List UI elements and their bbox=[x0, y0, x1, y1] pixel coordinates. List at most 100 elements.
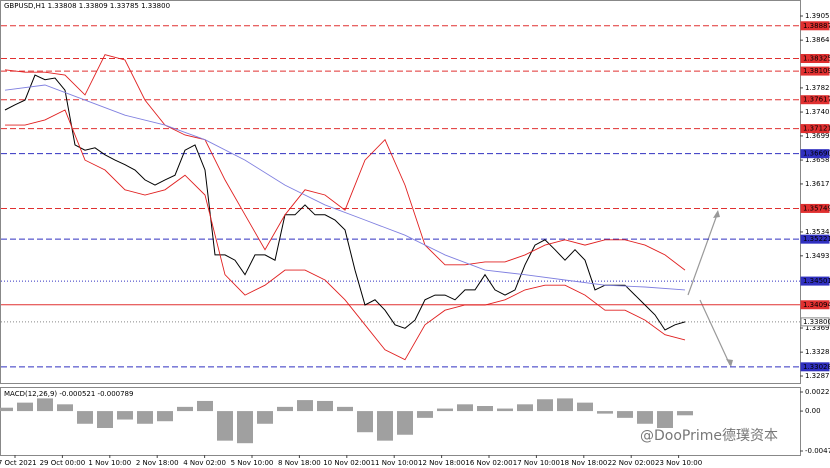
arrow-head bbox=[713, 210, 720, 218]
level-label-box bbox=[800, 21, 830, 31]
macd-bar bbox=[17, 402, 33, 412]
level-label-box bbox=[800, 66, 830, 76]
level-label-box bbox=[800, 300, 830, 310]
y-tick-label: 0.002258 bbox=[805, 388, 830, 396]
macd-bar bbox=[237, 411, 253, 444]
macd-title: MACD(12,26,9) -0.000521 -0.000789 bbox=[4, 390, 133, 398]
y-tick-label: 1.37405 bbox=[805, 108, 830, 116]
macd-bar bbox=[597, 411, 613, 414]
y-tick-label: 1.33695 bbox=[805, 324, 830, 332]
level-label: 1.34094 bbox=[803, 301, 830, 309]
y-tick-label: 0.00 bbox=[805, 407, 821, 415]
macd-frame bbox=[0, 387, 801, 456]
y-tick-label: 1.34935 bbox=[805, 252, 830, 260]
macd-bar bbox=[477, 406, 493, 412]
level-label-box bbox=[800, 149, 830, 159]
y-tick-label: 1.36170 bbox=[805, 180, 830, 188]
level-label: 1.37617 bbox=[803, 96, 830, 104]
macd-bar bbox=[557, 398, 573, 412]
macd-bar bbox=[357, 411, 373, 433]
x-tick-label: 5 Nov 10:00 bbox=[231, 459, 274, 467]
level-label: 1.34501 bbox=[803, 277, 830, 285]
level-label: 1.37121 bbox=[803, 125, 830, 133]
macd-bar bbox=[197, 400, 213, 412]
projection-arrow-down bbox=[699, 299, 731, 366]
level-label-box bbox=[800, 124, 830, 134]
y-tick-label: -0.004723 bbox=[805, 447, 830, 455]
level-label: 1.36690 bbox=[803, 150, 830, 158]
x-tick-label: 2 Nov 18:00 bbox=[136, 459, 179, 467]
x-tick-label: 16 Nov 02:00 bbox=[465, 459, 512, 467]
macd-bar bbox=[377, 411, 393, 441]
macd-bar bbox=[617, 411, 633, 418]
macd-bar bbox=[57, 404, 73, 412]
level-label: 1.38109 bbox=[803, 67, 830, 75]
level-label-box bbox=[800, 234, 830, 244]
projection-arrow-up bbox=[687, 211, 719, 296]
level-label-box bbox=[800, 53, 830, 63]
x-tick-label: 27 Oct 2021 bbox=[0, 459, 37, 467]
macd-bar bbox=[577, 402, 593, 412]
level-label: 1.35221 bbox=[803, 235, 830, 243]
macd-bar bbox=[97, 411, 113, 428]
x-tick-label: 17 Nov 10:00 bbox=[513, 459, 560, 467]
x-tick-label: 10 Nov 02:00 bbox=[323, 459, 370, 467]
macd-bar bbox=[157, 411, 173, 422]
indicator-line bbox=[4, 84, 686, 291]
level-label-box bbox=[800, 276, 830, 286]
x-tick-label: 11 Nov 10:00 bbox=[371, 459, 418, 467]
watermark: @DooPrime德璞资本 bbox=[640, 428, 778, 444]
x-tick-label: 29 Oct 00:00 bbox=[40, 459, 86, 467]
level-label: 1.33800 bbox=[803, 318, 830, 326]
y-tick-label: 1.3328 bbox=[805, 348, 830, 356]
arrow-head bbox=[726, 359, 733, 367]
chart-title: GBPUSD,H1 1.33808 1.33809 1.33785 1.3380… bbox=[4, 2, 170, 10]
macd-bar bbox=[317, 400, 333, 412]
macd-bar bbox=[517, 404, 533, 412]
macd-bar bbox=[117, 411, 133, 420]
level-label-box bbox=[800, 362, 830, 372]
level-label: 1.38325 bbox=[803, 54, 830, 62]
macd-bar bbox=[177, 406, 193, 412]
x-tick-label: 4 Nov 02:00 bbox=[183, 459, 226, 467]
macd-bar bbox=[77, 411, 93, 424]
macd-bar bbox=[37, 398, 53, 412]
level-label: 1.35749 bbox=[803, 204, 830, 212]
macd-bar bbox=[277, 406, 293, 412]
y-tick-label: 1.36580 bbox=[805, 156, 830, 164]
x-tick-label: 12 Nov 18:00 bbox=[418, 459, 465, 467]
macd-bar bbox=[297, 400, 313, 412]
macd-bar bbox=[337, 406, 353, 412]
indicator-line bbox=[4, 54, 686, 271]
macd-bar bbox=[657, 411, 673, 428]
main-frame bbox=[0, 0, 801, 384]
level-label-box bbox=[800, 95, 830, 105]
indicator-line bbox=[5, 109, 686, 361]
level-label: 1.38887 bbox=[803, 22, 830, 30]
macd-bar bbox=[677, 411, 693, 416]
y-tick-label: 1.38640 bbox=[805, 36, 830, 44]
macd-bar bbox=[497, 408, 513, 412]
macd-bar bbox=[217, 411, 233, 441]
level-label-box bbox=[800, 203, 830, 213]
level-label: 1.33028 bbox=[803, 363, 830, 371]
macd-bar bbox=[417, 411, 433, 418]
x-tick-label: 23 Nov 10:00 bbox=[655, 459, 702, 467]
macd-bar bbox=[637, 411, 653, 424]
y-tick-label: 1.39055 bbox=[805, 12, 830, 20]
price-line bbox=[4, 74, 686, 331]
x-tick-label: 8 Nov 18:00 bbox=[278, 459, 321, 467]
macd-bar bbox=[537, 399, 553, 412]
y-tick-label: 1.36995 bbox=[805, 132, 830, 140]
macd-bar bbox=[137, 411, 153, 424]
x-tick-label: 22 Nov 02:00 bbox=[608, 459, 655, 467]
macd-bar bbox=[0, 407, 13, 412]
macd-bar bbox=[397, 411, 413, 435]
x-tick-label: 1 Nov 10:00 bbox=[88, 459, 131, 467]
y-tick-label: 1.32870 bbox=[805, 372, 830, 380]
y-tick-label: 1.3782 bbox=[805, 84, 830, 92]
macd-bar bbox=[457, 404, 473, 412]
macd-bar bbox=[437, 408, 453, 412]
